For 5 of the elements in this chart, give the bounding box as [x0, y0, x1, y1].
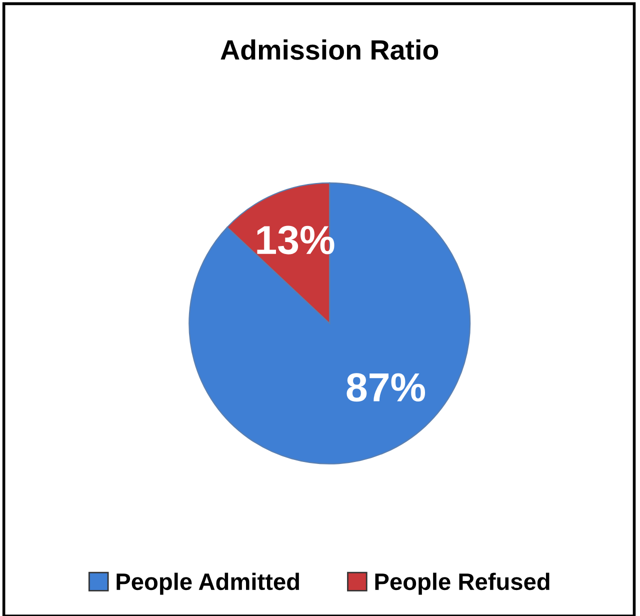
legend-label: People Refused: [375, 572, 550, 595]
pie-slice: [188, 182, 471, 464]
chart-title: Admission Ratio: [220, 39, 438, 60]
legend-label: People Admitted: [116, 572, 299, 595]
data-label: 87%: [346, 373, 426, 402]
